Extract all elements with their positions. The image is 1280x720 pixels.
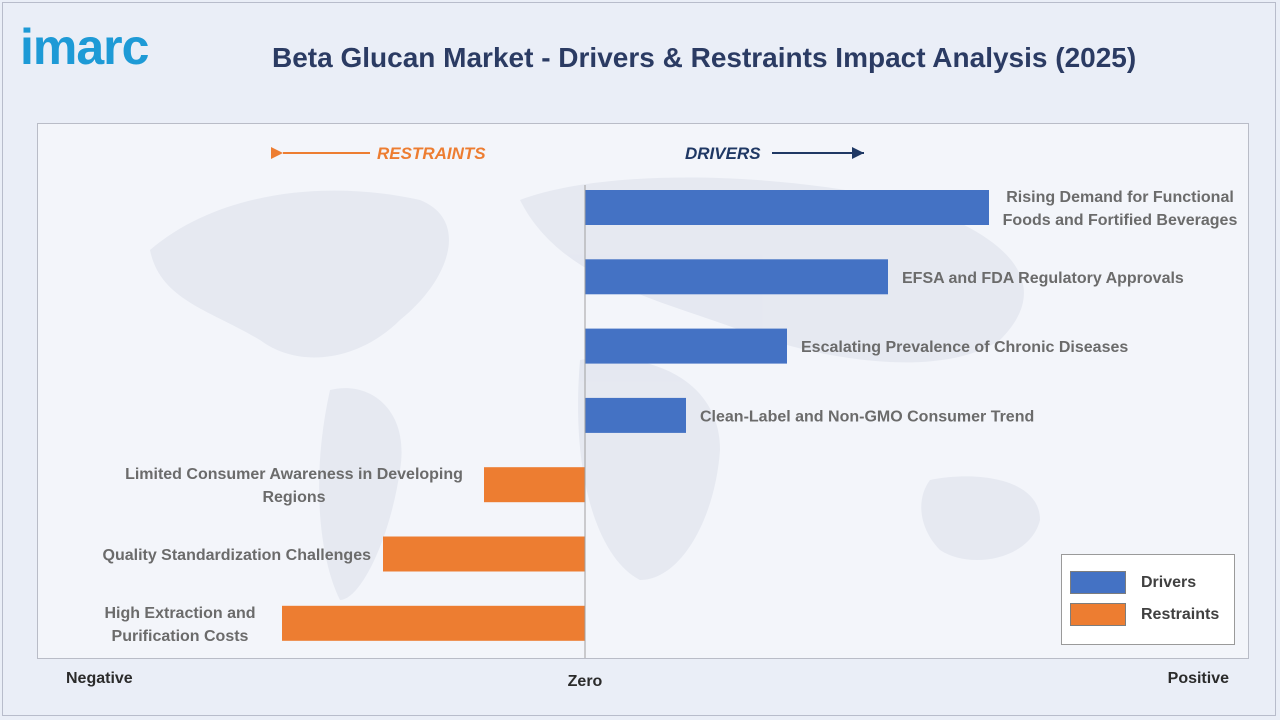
bar-restraints-2 bbox=[282, 605, 585, 641]
world-map-background bbox=[150, 177, 1040, 600]
page-title: Beta Glucan Market - Drivers & Restraint… bbox=[272, 42, 1137, 73]
imarc-logo: imarc bbox=[20, 19, 149, 75]
legend-item-drivers: Drivers bbox=[1070, 571, 1196, 594]
bar-label-drivers-2: Escalating Prevalence of Chronic Disease… bbox=[801, 339, 1128, 356]
negative-axis-label: Negative bbox=[66, 670, 133, 687]
legend-label-drivers: Drivers bbox=[1141, 573, 1197, 591]
legend-label-restraints: Restraints bbox=[1141, 605, 1220, 623]
bar-label-restraints-2: High Extraction and Purification Costs bbox=[104, 605, 255, 645]
positive-axis-label: Positive bbox=[1168, 670, 1229, 687]
bar-label-restraints-0: Limited Consumer Awareness in Developing… bbox=[125, 466, 463, 506]
restraints-direction-label: RESTRAINTS bbox=[377, 144, 486, 163]
legend-item-restraints: Restraints bbox=[1070, 603, 1219, 626]
bar-drivers-1 bbox=[585, 259, 888, 295]
chart-legend: Drivers Restraints bbox=[1061, 554, 1235, 645]
zero-axis-label: Zero bbox=[568, 673, 603, 690]
drivers-direction-label: DRIVERS bbox=[685, 144, 761, 163]
bar-restraints-0 bbox=[484, 467, 585, 503]
bar-drivers-2 bbox=[585, 328, 787, 364]
bar-drivers-3 bbox=[585, 397, 686, 433]
bar-label-drivers-1: EFSA and FDA Regulatory Approvals bbox=[902, 270, 1184, 287]
bars-layer: Rising Demand for Functional Foods and Fo… bbox=[103, 189, 1238, 645]
bar-drivers-0 bbox=[585, 190, 989, 225]
bar-label-restraints-1: Quality Standardization Challenges bbox=[103, 547, 372, 564]
legend-swatch-drivers bbox=[1070, 571, 1126, 594]
bar-restraints-1 bbox=[383, 536, 585, 572]
legend-swatch-restraints bbox=[1070, 603, 1126, 626]
bar-label-drivers-3: Clean-Label and Non-GMO Consumer Trend bbox=[700, 408, 1034, 425]
bar-label-drivers-0: Rising Demand for Functional Foods and Fo… bbox=[1003, 189, 1238, 229]
